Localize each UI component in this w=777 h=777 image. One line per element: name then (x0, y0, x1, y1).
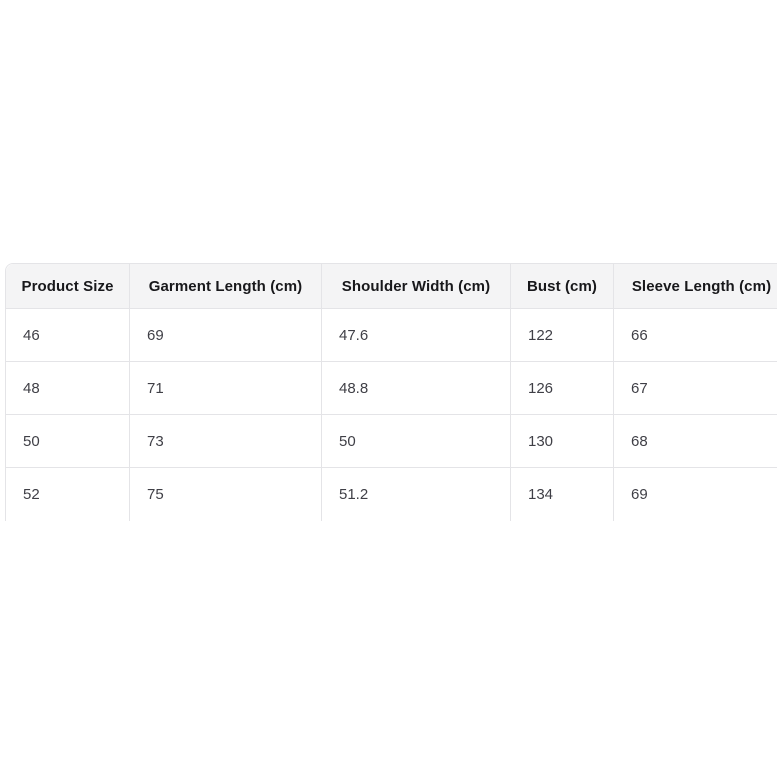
table-cell: 52 (6, 468, 130, 521)
table-cell: 130 (511, 415, 614, 468)
table-cell: 71 (130, 362, 322, 415)
table-row: 48 71 48.8 126 67 (6, 362, 777, 415)
table-cell: 126 (511, 362, 614, 415)
table-cell: 50 (322, 415, 511, 468)
table-cell: 122 (511, 309, 614, 362)
table-cell: 46 (6, 309, 130, 362)
table-cell: 51.2 (322, 468, 511, 521)
table-cell: 69 (130, 309, 322, 362)
size-chart-table: Product Size Garment Length (cm) Shoulde… (5, 263, 777, 521)
table-cell: 48.8 (322, 362, 511, 415)
size-chart-viewport: Product Size Garment Length (cm) Shoulde… (5, 263, 777, 521)
table-cell: 67 (614, 362, 777, 415)
header-cell-garment-length: Garment Length (cm) (130, 264, 322, 309)
table-cell: 73 (130, 415, 322, 468)
table-row: 46 69 47.6 122 66 (6, 309, 777, 362)
header-cell-shoulder-width: Shoulder Width (cm) (322, 264, 511, 309)
table-cell: 50 (6, 415, 130, 468)
table-row: 52 75 51.2 134 69 (6, 468, 777, 521)
table-header-row: Product Size Garment Length (cm) Shoulde… (6, 264, 777, 309)
table-cell: 68 (614, 415, 777, 468)
table-row: 50 73 50 130 68 (6, 415, 777, 468)
table-cell: 69 (614, 468, 777, 521)
header-cell-product-size: Product Size (6, 264, 130, 309)
header-cell-bust: Bust (cm) (511, 264, 614, 309)
table-cell: 48 (6, 362, 130, 415)
table-cell: 66 (614, 309, 777, 362)
table-cell: 134 (511, 468, 614, 521)
header-cell-sleeve-length: Sleeve Length (cm) (614, 264, 777, 309)
table-cell: 47.6 (322, 309, 511, 362)
table-cell: 75 (130, 468, 322, 521)
